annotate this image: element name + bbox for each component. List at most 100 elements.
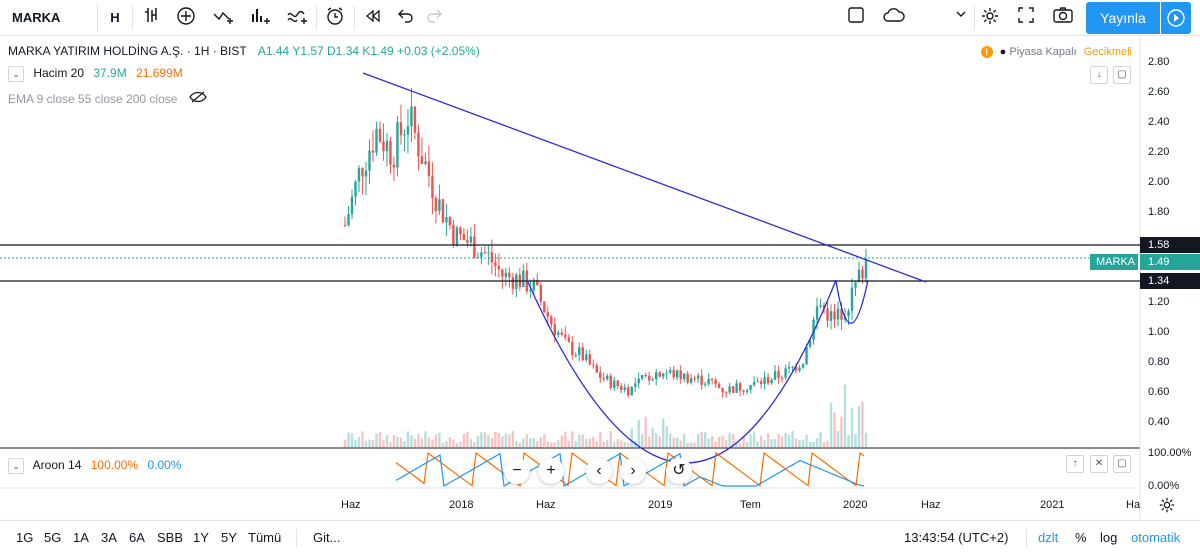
price-tick-label: 0.60 — [1148, 386, 1170, 398]
clock[interactable]: 13:43:54 (UTC+2) — [904, 530, 1009, 545]
volume-bar — [396, 437, 399, 447]
add-indicator-icon[interactable] — [174, 6, 198, 30]
log-toggle[interactable]: log — [1100, 530, 1118, 545]
candle-body — [564, 334, 567, 338]
bottom-toolbar: 1G 5G 1A 3A 6A SBB 1Y 5Y Tümü Git... 13:… — [0, 520, 1200, 555]
publish-button[interactable]: Yayınla — [1086, 2, 1160, 34]
candle-body — [861, 269, 864, 279]
price-chart[interactable] — [0, 36, 1200, 520]
candle-body — [511, 277, 515, 289]
move-up-icon[interactable]: ↑ — [1066, 455, 1084, 473]
range-6a[interactable]: 6A — [129, 530, 145, 545]
candle-body — [483, 252, 487, 254]
candle-body — [434, 198, 438, 212]
candle-body — [819, 305, 822, 307]
volume-bar — [780, 436, 784, 447]
volume-bar — [756, 441, 759, 447]
warning-icon[interactable]: ! — [980, 46, 993, 59]
range-5y[interactable]: 5Y — [221, 530, 237, 545]
range-1a[interactable]: 1A — [73, 530, 89, 545]
range-5g[interactable]: 5G — [44, 530, 62, 545]
volume-bar — [777, 433, 780, 447]
compare-icon[interactable] — [210, 6, 238, 30]
camera-icon[interactable] — [1050, 6, 1076, 30]
templates-icon[interactable] — [284, 6, 312, 30]
fullscreen-icon[interactable] — [1014, 6, 1038, 30]
scroll-down-icon[interactable]: ↓ — [1090, 66, 1108, 84]
range-all[interactable]: Tümü — [248, 530, 282, 545]
candle-body — [665, 372, 668, 374]
candle-body — [752, 381, 756, 385]
candle-body — [602, 378, 605, 380]
select-rectangle-icon[interactable] — [844, 6, 868, 30]
zoom-in-button[interactable]: + — [538, 458, 564, 484]
replay-icon[interactable] — [360, 6, 386, 30]
volume-bar — [375, 433, 378, 447]
volume-value-1: 37.9M — [93, 66, 127, 81]
candle-body — [696, 375, 700, 379]
candle-body — [410, 106, 413, 127]
scroll-left-button[interactable]: ‹ — [586, 458, 612, 484]
candle-body — [815, 306, 819, 320]
goto-button[interactable]: Git... — [313, 530, 341, 545]
bar-style-icon[interactable] — [140, 6, 164, 30]
candle-body — [574, 355, 577, 357]
eye-hidden-icon[interactable] — [189, 91, 207, 106]
candle-body — [420, 156, 424, 164]
price-tick-label: 1.00 — [1148, 326, 1170, 338]
volume-bar — [599, 431, 602, 447]
symbol-title[interactable]: MARKA YATIRIM HOLDİNG A.Ş. · 1H · BIST — [8, 44, 247, 58]
range-3a[interactable]: 3A — [101, 530, 117, 545]
redo-icon[interactable] — [422, 6, 446, 30]
interval-button[interactable]: H — [110, 10, 120, 25]
alert-icon[interactable] — [322, 6, 348, 30]
publish-menu-button[interactable] — [1161, 2, 1191, 34]
close-icon[interactable]: ✕ — [1090, 455, 1108, 473]
undo-icon[interactable] — [394, 6, 418, 30]
ema-name[interactable]: EMA 9 close 55 close 200 close — [8, 92, 178, 106]
candle-body — [693, 378, 696, 380]
candle-body — [826, 308, 829, 321]
candle-body — [392, 164, 396, 168]
aroon-axis-bottom: 0.00% — [1148, 480, 1180, 492]
candle-body — [508, 272, 511, 278]
collapse-icon[interactable]: ⌄ — [8, 458, 24, 474]
chart-area[interactable]: MARKA YATIRIM HOLDİNG A.Ş. · 1H · BIST A… — [0, 36, 1200, 520]
volume-bar — [361, 431, 364, 447]
candle-body — [679, 370, 682, 380]
range-1y[interactable]: 1Y — [193, 530, 209, 545]
zoom-out-button[interactable]: − — [504, 458, 530, 484]
percent-toggle[interactable]: % — [1075, 530, 1087, 545]
candle-body — [651, 379, 654, 381]
candle-body — [473, 236, 476, 258]
candle-body — [578, 347, 581, 356]
volume-bar — [637, 419, 640, 447]
symbol-search[interactable]: MARKA — [6, 4, 98, 32]
volume-bar — [515, 440, 518, 447]
volume-name[interactable]: Hacim 20 — [33, 66, 85, 81]
volume-bar — [850, 407, 854, 447]
range-sbb[interactable]: SBB — [157, 530, 184, 545]
gear-icon[interactable] — [1158, 496, 1176, 519]
auto-scale-toggle[interactable]: otomatik — [1131, 530, 1181, 545]
volume-bar — [749, 434, 752, 447]
reset-chart-button[interactable]: ↺ — [666, 458, 692, 484]
aroon-name[interactable]: Aroon 14 — [32, 458, 82, 473]
range-1g[interactable]: 1G — [16, 530, 34, 545]
gear-icon[interactable] — [978, 6, 1002, 30]
maximize-pane-icon[interactable]: ▢ — [1113, 455, 1131, 473]
indicators-icon[interactable] — [248, 6, 276, 30]
volume-bar — [826, 440, 829, 447]
scroll-right-button[interactable]: › — [620, 458, 646, 484]
chevron-down-icon[interactable] — [952, 6, 970, 30]
adjust-toggle[interactable]: dzlt — [1038, 530, 1059, 545]
volume-bar — [413, 438, 417, 447]
candle-body — [787, 367, 791, 369]
collapse-icon[interactable]: ⌄ — [8, 66, 24, 82]
volume-bar — [448, 437, 452, 447]
volume-bar — [641, 434, 644, 447]
cloud-icon[interactable] — [880, 6, 908, 30]
price-tick-label: 2.00 — [1148, 176, 1170, 188]
maximize-pane-icon[interactable]: ▢ — [1113, 66, 1131, 84]
aroon-axis-top: 100.00% — [1148, 447, 1192, 459]
